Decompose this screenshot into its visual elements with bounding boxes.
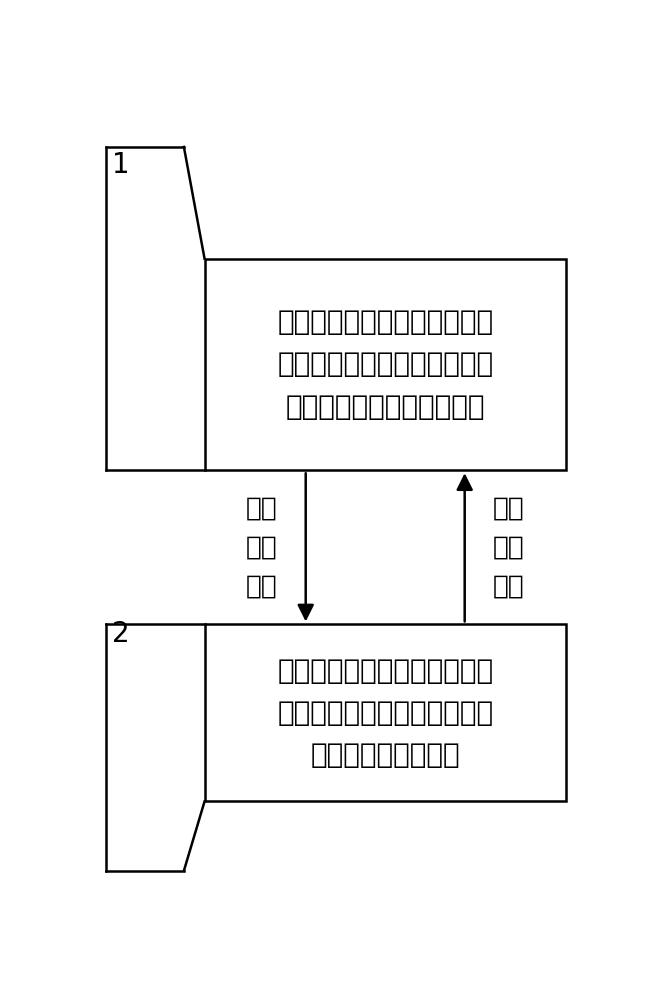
Bar: [204, 624, 566, 801]
Text: 规划决策，满足投资预算、系
统性能约束的条件下确定电池
储能的额定容量和额定功率: 规划决策，满足投资预算、系 统性能约束的条件下确定电池 储能的额定容量和额定功率: [277, 308, 494, 421]
Text: 返回
运行
求解: 返回 运行 求解: [493, 495, 524, 599]
Text: 2: 2: [112, 620, 129, 648]
Text: 运行决策，满足微网运行相关
约束的条件下确定各典型日抽
样场景的联络线功率: 运行决策，满足微网运行相关 约束的条件下确定各典型日抽 样场景的联络线功率: [277, 657, 494, 769]
Bar: [204, 259, 566, 470]
Text: 给定
运行
参数: 给定 运行 参数: [246, 495, 278, 599]
Text: 1: 1: [112, 151, 129, 179]
